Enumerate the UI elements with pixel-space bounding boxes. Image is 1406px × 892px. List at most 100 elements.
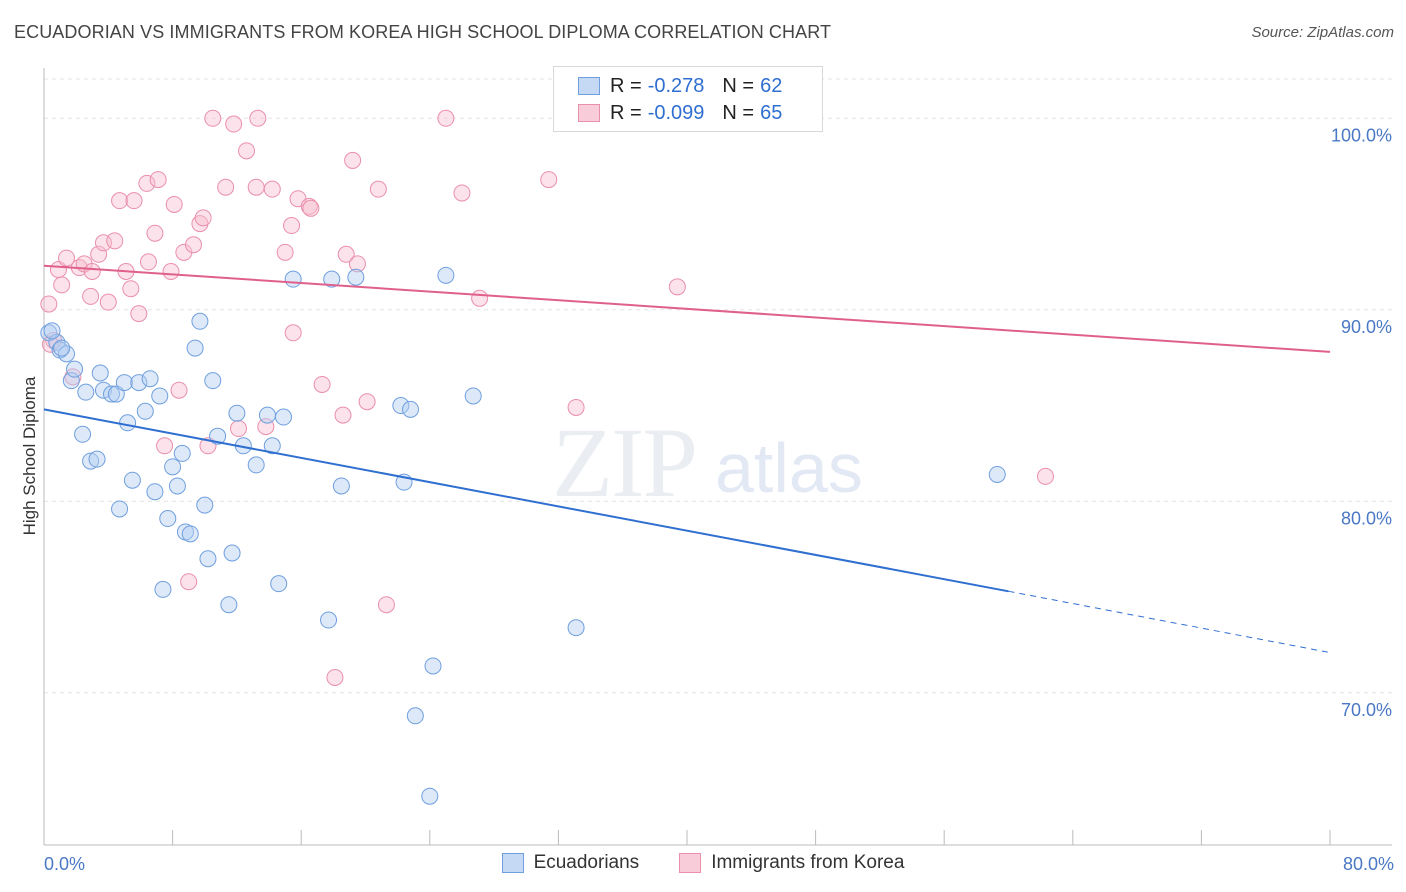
korea-point — [249, 109, 267, 127]
ecuadorian-point — [103, 385, 121, 403]
korea-point — [1036, 467, 1054, 485]
korea-point — [284, 324, 302, 342]
ecuadorian-point — [186, 339, 204, 357]
korea-point — [247, 178, 265, 196]
legend-item-korea[interactable]: Immigrants from Korea — [679, 852, 904, 874]
ecuadorian-point — [66, 360, 84, 378]
korea-point — [238, 142, 256, 160]
trend-lines — [43, 264, 1331, 654]
chart-title: ECUADORIAN VS IMMIGRANTS FROM KOREA HIGH… — [14, 22, 832, 42]
ecuadorian-point — [406, 707, 424, 725]
korea-point — [567, 398, 585, 416]
ecuadorian-point — [159, 510, 177, 528]
ecuadorian-point — [270, 575, 288, 593]
korea-point — [334, 406, 352, 424]
y-axis-title: High School Diploma — [20, 376, 39, 535]
ecuadorian-point — [424, 657, 442, 675]
watermark-atlas: atlas — [715, 429, 863, 507]
ecuadorian-point — [204, 372, 222, 390]
korea-point — [139, 253, 157, 271]
tick-labels: 70.0% 80.0% 90.0% 100.0% 0.0% 80.0% High Schoo… — [20, 125, 1394, 874]
ecuadorian-point — [119, 414, 137, 432]
ecuadorian-point — [332, 477, 350, 495]
series-ecuadorians-points — [40, 266, 1006, 805]
ecuadorian-point — [275, 408, 293, 426]
legend-item-ecuadorians[interactable]: Ecuadorians — [501, 852, 640, 874]
korea-point — [122, 280, 140, 298]
ecuadorian-point — [437, 266, 455, 284]
korea-point — [263, 180, 281, 198]
korea-point — [302, 199, 320, 217]
korea-point — [130, 305, 148, 323]
ecuadorian-point — [164, 458, 182, 476]
series-legend: Ecuadorians Immigrants from Korea — [0, 852, 1406, 874]
y-tick-label: 100.0% — [1331, 125, 1392, 145]
legend-r-label: R = — [610, 74, 642, 97]
legend-swatch-blue — [501, 853, 524, 873]
ecuadorian-point — [74, 425, 92, 443]
ecuadorian-point — [141, 370, 159, 388]
grid-lines — [44, 78, 1392, 694]
korea-point — [204, 109, 222, 127]
korea-point — [540, 171, 558, 189]
korea-point — [170, 381, 188, 399]
ecuadorian-point — [228, 404, 246, 422]
watermark-zip: ZIP — [552, 407, 698, 518]
korea-point — [326, 668, 344, 686]
korea-point — [191, 215, 209, 233]
x-tick-label: 0.0% — [44, 854, 85, 874]
ecuadorian-point — [347, 268, 365, 286]
ecuadorian-point — [209, 427, 227, 445]
legend-n-value: 62 — [760, 74, 783, 97]
korea-point — [125, 192, 143, 210]
korea-point — [184, 236, 202, 254]
korea-point — [106, 232, 124, 250]
ecuadorian-point — [111, 500, 129, 518]
korea-point — [276, 243, 294, 261]
ecuadorian-point — [94, 381, 112, 399]
korea-point — [230, 420, 248, 438]
legend-label-ecuadorians: Ecuadorians — [533, 852, 640, 873]
ecuadorian-point — [567, 619, 585, 637]
source-label: Source: ZipAtlas.com — [1251, 24, 1394, 41]
korea-point — [377, 596, 395, 614]
y-tick-label: 70.0% — [1341, 700, 1392, 720]
trend-line-ecuadorians — [43, 408, 1009, 593]
korea-point — [162, 263, 180, 280]
korea-point — [283, 217, 301, 235]
korea-point — [156, 437, 174, 455]
legend-r-value: -0.099 — [647, 101, 705, 124]
ecuadorian-point — [392, 397, 410, 415]
x-tick-label: 80.0% — [1343, 854, 1394, 874]
trend-line-ecuadorians-extension — [1008, 590, 1331, 654]
ecuadorian-point — [263, 437, 281, 455]
legend-swatch-pink — [578, 104, 600, 122]
ecuadorian-point — [223, 544, 241, 562]
ecuadorian-point — [421, 787, 439, 805]
ecuadorian-point — [464, 387, 482, 405]
ecuadorian-point — [323, 270, 341, 288]
ecuadorian-point — [58, 345, 76, 363]
series-korea-points — [40, 109, 1054, 686]
ecuadorian-point — [168, 477, 186, 495]
korea-point — [111, 192, 129, 210]
ecuadorian-point — [284, 270, 302, 288]
korea-point — [58, 249, 76, 267]
ecuadorian-point — [82, 452, 100, 470]
ecuadorian-point — [77, 383, 95, 401]
legend-swatch-pink — [679, 853, 702, 873]
korea-point — [180, 573, 198, 591]
ecuadorian-point — [136, 402, 154, 420]
korea-point — [225, 115, 243, 133]
korea-point — [40, 295, 58, 313]
ecuadorian-point — [247, 456, 265, 474]
korea-point — [83, 263, 101, 280]
ecuadorian-point — [320, 611, 338, 629]
ecuadorian-point — [191, 312, 209, 330]
legend-swatch-blue — [578, 77, 600, 95]
ecuadorian-point — [199, 550, 217, 568]
korea-point — [53, 276, 71, 294]
ecuadorian-point — [196, 496, 214, 514]
y-tick-label: 90.0% — [1341, 317, 1392, 337]
